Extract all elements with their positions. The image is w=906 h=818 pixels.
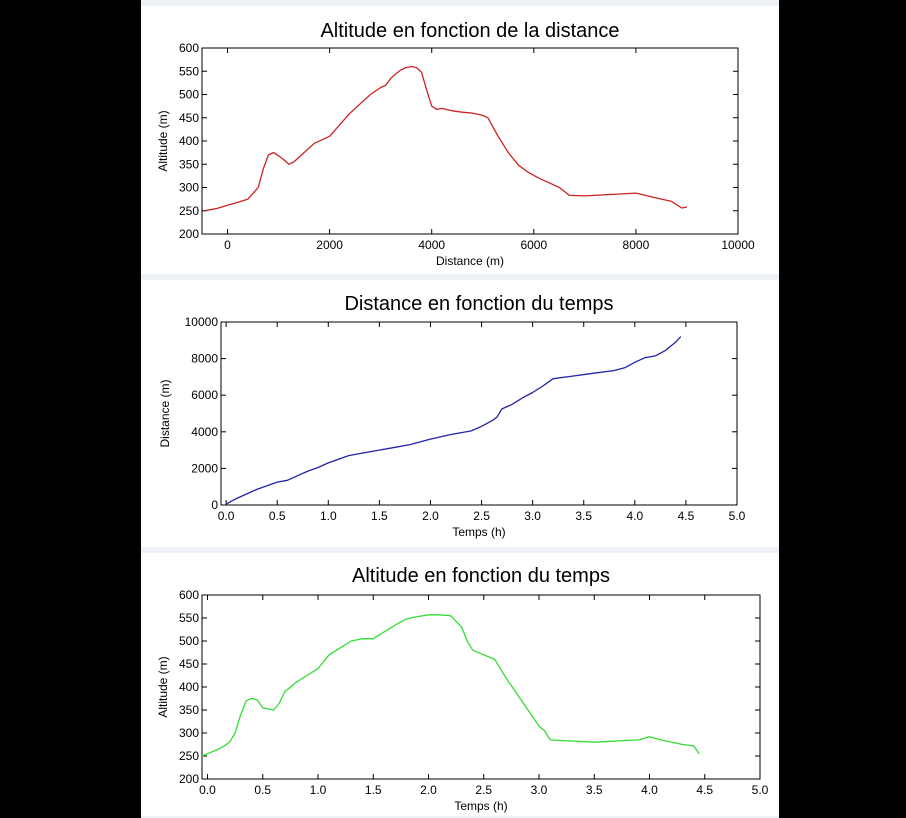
y-tick-label: 200 bbox=[179, 227, 199, 241]
y-axis-label: Altitude (m) bbox=[156, 656, 170, 717]
x-tick-label: 0.0 bbox=[218, 509, 235, 523]
x-tick-label: 4.0 bbox=[641, 783, 658, 797]
chart-panel-distance-time: Distance en fonction du temps 0.0 0.5 1.0 1.… bbox=[141, 280, 779, 547]
chart-panel-altitude-time: Altitude en fonction du temps 0.0 0.5 1.0 1.… bbox=[141, 553, 779, 816]
x-tick-label: 2.0 bbox=[420, 783, 437, 797]
x-tick-label: 1.0 bbox=[310, 783, 327, 797]
y-tick-label: 350 bbox=[179, 157, 199, 171]
x-tick-label: 4.0 bbox=[626, 509, 643, 523]
y-tick-label: 450 bbox=[179, 111, 199, 125]
y-tick-label: 600 bbox=[179, 41, 199, 55]
y-tick-label: 0 bbox=[211, 498, 218, 512]
data-line bbox=[204, 65, 688, 212]
y-tick-label: 550 bbox=[179, 611, 199, 625]
y-tick-label: 350 bbox=[179, 703, 199, 717]
x-tick-label: 3.5 bbox=[586, 783, 603, 797]
x-tick-label: 2.5 bbox=[475, 783, 492, 797]
x-tick-label: 2.0 bbox=[422, 509, 439, 523]
x-axis-label: Distance (m) bbox=[436, 254, 504, 268]
x-tick-label: 1.5 bbox=[371, 509, 388, 523]
y-tick-label: 200 bbox=[179, 772, 199, 786]
x-tick-label: 10000 bbox=[721, 238, 755, 252]
y-tick-label: 400 bbox=[179, 134, 199, 148]
x-tick-label: 1.0 bbox=[320, 509, 337, 523]
y-tick-label: 300 bbox=[179, 726, 199, 740]
y-axis-label: Altitude (m) bbox=[156, 110, 170, 171]
y-tick-label: 600 bbox=[179, 588, 199, 602]
x-tick-label: 6000 bbox=[520, 238, 547, 252]
y-tick-label: 2000 bbox=[191, 461, 218, 475]
y-tick-label: 6000 bbox=[191, 388, 218, 402]
chart-title: Altitude en fonction du temps bbox=[352, 565, 610, 587]
y-tick-label: 400 bbox=[179, 680, 199, 694]
x-tick-label: 4000 bbox=[418, 238, 445, 252]
y-tick-label: 4000 bbox=[191, 425, 218, 439]
chart-altitude-vs-time: Altitude en fonction du temps 0.0 0.5 1.0 1.… bbox=[156, 565, 769, 813]
chart-altitude-vs-distance: Altitude en fonction de la distance 0 2000… bbox=[156, 20, 755, 268]
x-axis-label: Temps (h) bbox=[452, 525, 505, 539]
plot-area bbox=[201, 594, 761, 780]
y-tick-label: 500 bbox=[179, 88, 199, 102]
x-tick-label: 8000 bbox=[623, 238, 650, 252]
x-axis-label: Temps (h) bbox=[454, 799, 507, 813]
x-tick-label: 3.5 bbox=[575, 509, 592, 523]
x-tick-label: 2.5 bbox=[473, 509, 490, 523]
plot-area bbox=[220, 321, 738, 506]
x-tick-label: 0.0 bbox=[199, 783, 216, 797]
x-tick-label: 0.5 bbox=[269, 509, 286, 523]
x-tick-label: 3.0 bbox=[524, 509, 541, 523]
plot-area bbox=[201, 47, 739, 235]
y-tick-label: 500 bbox=[179, 634, 199, 648]
chart-distance-vs-time: Distance en fonction du temps 0.0 0.5 1.0 1.… bbox=[158, 293, 746, 539]
figure: Altitude en fonction de la distance 0 2000… bbox=[141, 0, 779, 818]
y-tick-label: 10000 bbox=[185, 315, 219, 329]
x-tick-label: 5.0 bbox=[729, 509, 746, 523]
y-tick-label: 250 bbox=[179, 749, 199, 763]
x-tick-label: 4.5 bbox=[696, 783, 713, 797]
chart-panel-altitude-distance: Altitude en fonction de la distance 0 2000… bbox=[141, 6, 779, 274]
x-tick-label: 4.5 bbox=[678, 509, 695, 523]
y-tick-label: 300 bbox=[179, 181, 199, 195]
x-tick-label: 2000 bbox=[316, 238, 343, 252]
x-tick-label: 0 bbox=[224, 238, 231, 252]
x-tick-label: 0.5 bbox=[254, 783, 271, 797]
y-tick-label: 8000 bbox=[191, 352, 218, 366]
chart-title: Altitude en fonction de la distance bbox=[320, 20, 619, 42]
y-tick-label: 250 bbox=[179, 204, 199, 218]
data-line bbox=[225, 336, 682, 505]
chart-title: Distance en fonction du temps bbox=[344, 293, 613, 315]
y-axis-label: Distance (m) bbox=[158, 379, 172, 447]
x-tick-label: 5.0 bbox=[752, 783, 769, 797]
y-tick-label: 550 bbox=[179, 64, 199, 78]
x-tick-label: 1.5 bbox=[365, 783, 382, 797]
y-tick-label: 450 bbox=[179, 657, 199, 671]
data-line bbox=[201, 614, 700, 757]
x-tick-label: 3.0 bbox=[531, 783, 548, 797]
